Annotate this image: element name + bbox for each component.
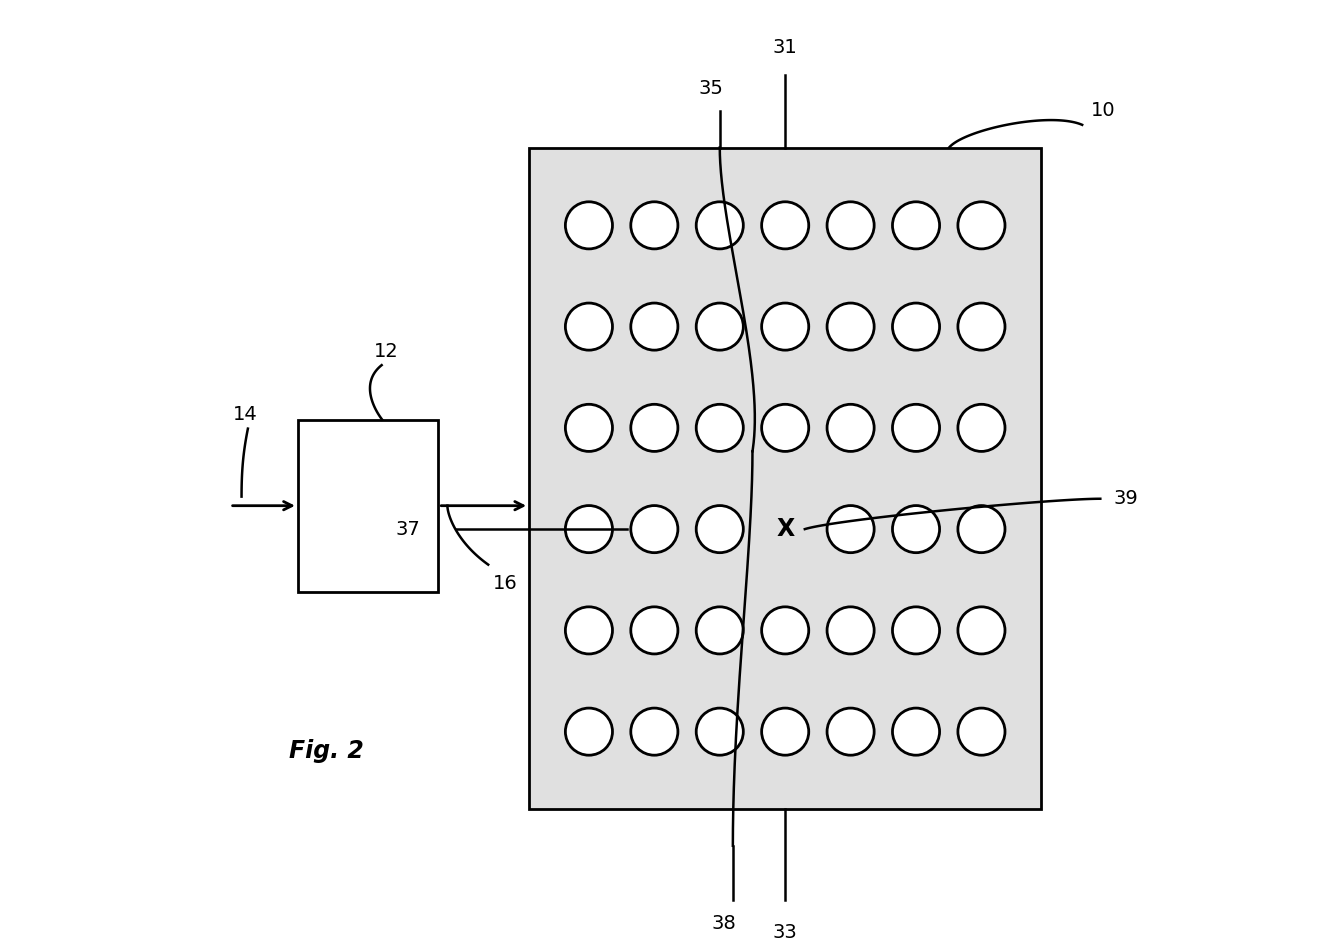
Circle shape (631, 607, 678, 654)
Circle shape (893, 607, 939, 654)
Circle shape (893, 202, 939, 249)
Circle shape (762, 303, 808, 350)
Circle shape (631, 202, 678, 249)
Circle shape (958, 404, 1005, 452)
Text: 31: 31 (773, 38, 798, 57)
Text: 10: 10 (1091, 101, 1116, 120)
Text: 38: 38 (712, 914, 736, 933)
Circle shape (631, 404, 678, 452)
Circle shape (565, 303, 613, 350)
Circle shape (958, 303, 1005, 350)
Text: 39: 39 (1114, 490, 1139, 509)
Circle shape (696, 506, 744, 553)
Circle shape (827, 303, 875, 350)
Bar (528, 148, 1041, 810)
Circle shape (565, 708, 613, 755)
Circle shape (762, 202, 808, 249)
Text: 12: 12 (374, 342, 399, 361)
Text: 37: 37 (395, 520, 420, 539)
Text: 33: 33 (773, 922, 798, 942)
Circle shape (631, 708, 678, 755)
Circle shape (696, 202, 744, 249)
Circle shape (762, 708, 808, 755)
Circle shape (696, 607, 744, 654)
Circle shape (893, 708, 939, 755)
Text: 16: 16 (493, 574, 518, 593)
Circle shape (762, 404, 808, 452)
Text: Fig. 2: Fig. 2 (289, 739, 363, 762)
Circle shape (827, 506, 875, 553)
Circle shape (565, 404, 613, 452)
Circle shape (696, 708, 744, 755)
Circle shape (893, 303, 939, 350)
Circle shape (762, 607, 808, 654)
Circle shape (631, 506, 678, 553)
Circle shape (893, 506, 939, 553)
Circle shape (565, 506, 613, 553)
Circle shape (893, 404, 939, 452)
Bar (297, 420, 439, 592)
Circle shape (827, 404, 875, 452)
Circle shape (827, 708, 875, 755)
Text: X: X (775, 517, 794, 541)
Text: 14: 14 (232, 405, 258, 424)
Circle shape (696, 404, 744, 452)
Circle shape (696, 303, 744, 350)
Text: 35: 35 (699, 79, 723, 98)
Circle shape (958, 506, 1005, 553)
Circle shape (827, 607, 875, 654)
Circle shape (827, 202, 875, 249)
Circle shape (631, 303, 678, 350)
Circle shape (565, 202, 613, 249)
Circle shape (958, 708, 1005, 755)
Circle shape (958, 607, 1005, 654)
Circle shape (958, 202, 1005, 249)
Circle shape (565, 607, 613, 654)
